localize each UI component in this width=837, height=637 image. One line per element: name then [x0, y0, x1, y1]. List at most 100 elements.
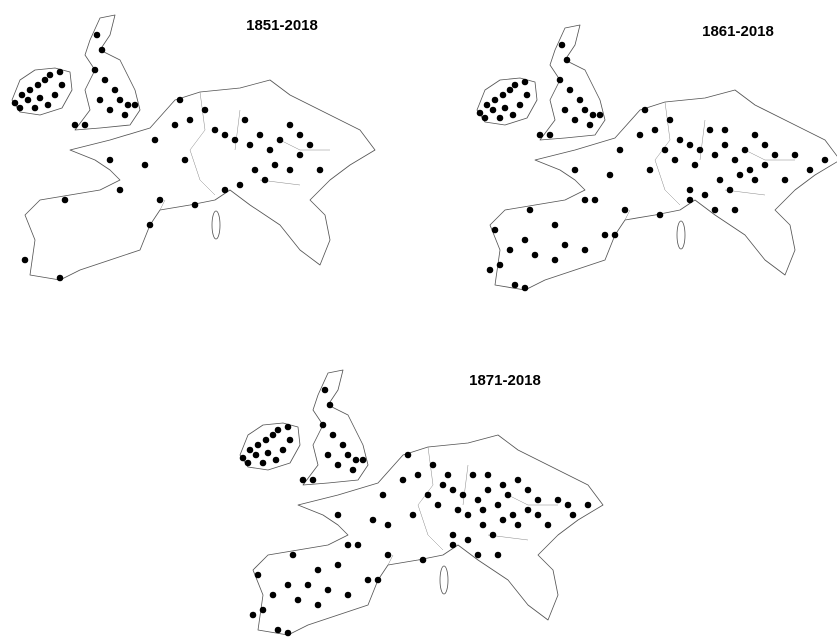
station-dot	[746, 166, 754, 174]
station-dot	[736, 171, 744, 179]
station-dot	[259, 606, 267, 614]
station-dot	[676, 136, 684, 144]
station-dot	[641, 106, 649, 114]
station-dot	[131, 101, 139, 109]
station-dot	[534, 511, 542, 519]
station-dot	[176, 96, 184, 104]
station-dot	[474, 551, 482, 559]
station-dot	[496, 261, 504, 269]
station-dot	[11, 99, 19, 107]
station-dot	[731, 156, 739, 164]
station-dot	[571, 166, 579, 174]
station-dot	[414, 471, 422, 479]
station-dot	[581, 196, 589, 204]
station-dot	[221, 186, 229, 194]
station-dot	[521, 236, 529, 244]
station-dot	[364, 576, 372, 584]
station-dot	[449, 531, 457, 539]
station-dot	[524, 506, 532, 514]
station-dot	[384, 521, 392, 529]
station-dot	[506, 246, 514, 254]
station-dot	[514, 476, 522, 484]
station-dot	[741, 146, 749, 154]
station-dot	[554, 496, 562, 504]
station-dot	[721, 126, 729, 134]
station-dot	[531, 251, 539, 259]
station-dot	[309, 476, 317, 484]
station-dot	[384, 551, 392, 559]
station-dot	[334, 461, 342, 469]
station-dot	[254, 441, 262, 449]
station-dot	[44, 101, 52, 109]
station-dot	[584, 501, 592, 509]
station-dot	[121, 111, 129, 119]
station-dot	[489, 531, 497, 539]
station-dot	[509, 511, 517, 519]
station-dot	[186, 116, 194, 124]
station-dot	[329, 431, 337, 439]
station-dot	[516, 101, 524, 109]
station-dot	[379, 491, 387, 499]
station-dot	[246, 446, 254, 454]
station-dot	[509, 111, 517, 119]
map-title: 1861-2018	[702, 23, 774, 40]
station-dot	[761, 161, 769, 169]
station-dot	[81, 121, 89, 129]
station-dot	[141, 161, 149, 169]
station-dot	[504, 491, 512, 499]
station-dot	[334, 511, 342, 519]
station-dot	[26, 86, 34, 94]
station-dot	[269, 591, 277, 599]
station-dot	[751, 176, 759, 184]
station-dot	[231, 136, 239, 144]
station-dot	[324, 586, 332, 594]
station-dot	[319, 421, 327, 429]
station-dot	[726, 186, 734, 194]
station-dot	[369, 516, 377, 524]
station-dot	[561, 241, 569, 249]
station-dot	[96, 96, 104, 104]
station-dot	[479, 506, 487, 514]
station-dot	[262, 436, 270, 444]
station-dot	[469, 471, 477, 479]
station-dot	[51, 91, 59, 99]
station-dot	[304, 581, 312, 589]
station-dot	[116, 96, 124, 104]
station-dot	[636, 131, 644, 139]
station-dot	[558, 41, 566, 49]
station-dot	[511, 281, 519, 289]
station-dot	[731, 206, 739, 214]
station-dot	[201, 106, 209, 114]
station-dot	[761, 141, 769, 149]
station-dot	[616, 146, 624, 154]
station-dot	[58, 81, 66, 89]
station-dot	[314, 601, 322, 609]
station-dot	[561, 106, 569, 114]
station-dot	[272, 456, 280, 464]
station-dot	[404, 451, 412, 459]
station-dot	[271, 161, 279, 169]
station-dot	[534, 496, 542, 504]
station-dot	[521, 78, 529, 86]
station-dot	[536, 131, 544, 139]
station-dot	[523, 91, 531, 99]
station-dot	[249, 611, 257, 619]
station-dot	[716, 176, 724, 184]
station-dot	[289, 551, 297, 559]
station-dot	[511, 81, 519, 89]
station-dot	[589, 111, 597, 119]
station-dot	[494, 551, 502, 559]
station-dot	[479, 521, 487, 529]
station-dot	[791, 151, 799, 159]
station-dot	[106, 156, 114, 164]
map-title: 1851-2018	[246, 17, 318, 34]
station-dot	[374, 576, 382, 584]
station-dot	[221, 131, 229, 139]
station-dot	[551, 221, 559, 229]
station-dot	[476, 109, 484, 117]
station-dot	[252, 451, 260, 459]
station-dot	[481, 114, 489, 122]
station-dot	[334, 561, 342, 569]
station-dot	[21, 256, 29, 264]
station-dot	[264, 449, 272, 457]
